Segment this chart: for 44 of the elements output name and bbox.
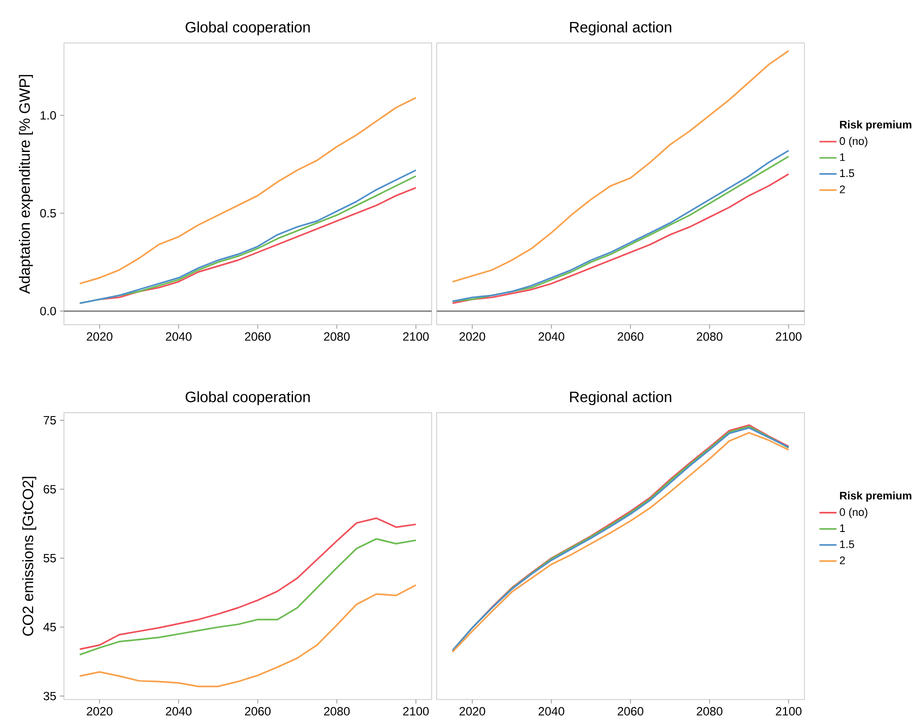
chart-title: Regional action <box>570 21 672 36</box>
x-tick-label: 2020 <box>86 332 112 341</box>
x-tick-label: 2100 <box>403 706 429 716</box>
legend-title: Risk premium <box>840 491 912 502</box>
legend-label: 2 <box>840 556 845 564</box>
x-tick-label: 2020 <box>86 706 112 716</box>
y-tick-label: 55 <box>44 554 56 562</box>
x-tick-label: 2040 <box>166 706 192 716</box>
y-tick-label: 75 <box>44 416 56 424</box>
x-tick-label: 2080 <box>696 706 722 716</box>
x-tick-label: 2100 <box>776 332 802 341</box>
y-axis-title: Adaptation expenditure [% GWP] <box>18 74 33 294</box>
y-tick-label: 0.0 <box>40 306 56 316</box>
x-tick-label: 2060 <box>618 332 644 341</box>
x-tick-label: 2020 <box>460 332 486 341</box>
x-tick-label: 2060 <box>244 332 271 341</box>
chart-title: Regional action <box>570 390 672 405</box>
x-tick-label: 2100 <box>776 706 802 716</box>
legend-label: 2 <box>840 185 845 193</box>
x-tick-label: 2040 <box>538 706 564 716</box>
legend-label: 1 <box>840 524 845 532</box>
x-tick-label: 2060 <box>244 706 271 716</box>
chart-title: Global cooperation <box>186 390 310 405</box>
x-tick-label: 2080 <box>324 332 350 341</box>
y-tick-label: 45 <box>43 622 56 632</box>
legend-label: 1.5 <box>840 540 854 548</box>
x-tick-label: 2080 <box>696 332 722 341</box>
x-tick-label: 2020 <box>460 706 486 716</box>
y-tick-label: 0.5 <box>40 208 56 218</box>
legend-label: 0 (no) <box>840 136 868 147</box>
legend-label: 0 (no) <box>840 508 868 518</box>
x-tick-label: 2060 <box>618 706 644 716</box>
y-axis-title: CO2 emissions [GtCO2] <box>22 476 36 636</box>
x-tick-label: 2040 <box>166 332 192 341</box>
legend-label: 1 <box>840 153 845 161</box>
x-tick-label: 2040 <box>538 332 564 341</box>
x-tick-label: 2100 <box>403 332 429 341</box>
legend-title: Risk premium <box>840 120 912 130</box>
legend-label: 1.5 <box>840 169 854 177</box>
chart-title: Global cooperation <box>186 21 310 36</box>
y-tick-label: 35 <box>44 692 56 700</box>
y-tick-label: 1.0 <box>40 110 56 120</box>
x-tick-label: 2080 <box>324 706 350 716</box>
y-tick-label: 65 <box>44 484 56 494</box>
